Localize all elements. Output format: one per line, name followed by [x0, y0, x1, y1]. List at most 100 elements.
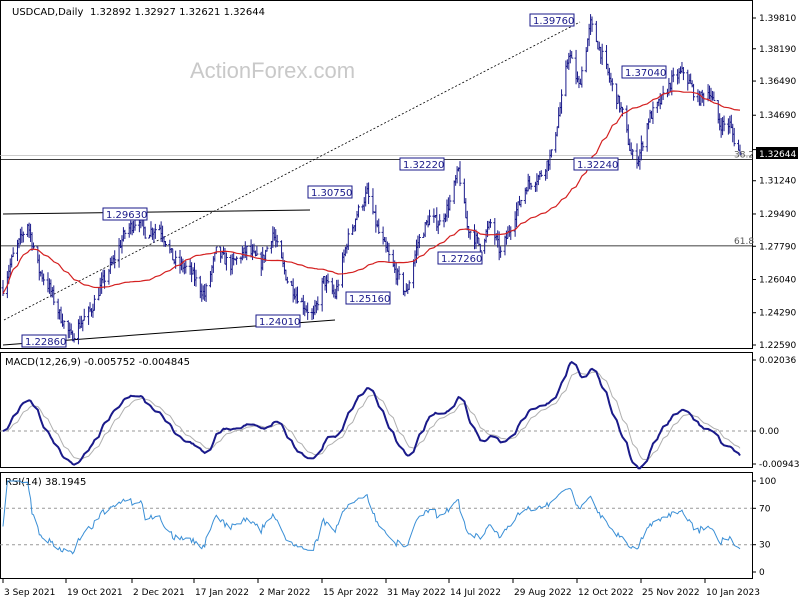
price-bar	[387, 242, 391, 262]
price-bar	[681, 66, 685, 81]
price-tick-label: 1.26040	[759, 275, 796, 285]
macd-pane-frame	[0, 352, 753, 468]
rsi-pane-frame	[0, 472, 753, 579]
price-annotation: 1.25160	[345, 291, 391, 305]
price-bar	[113, 250, 117, 269]
time-tick-label: 17 Jan 2022	[195, 588, 249, 598]
current-price-marker: 1.32644	[756, 147, 798, 160]
price-bar	[235, 256, 239, 265]
time-tick-label: 31 May 2022	[387, 588, 446, 598]
time-tick-label: 14 Jul 2022	[450, 588, 501, 598]
price-bar	[143, 226, 147, 239]
fib-level-label: 61.8	[734, 237, 754, 247]
price-bar	[184, 260, 188, 274]
price-bar	[224, 252, 228, 271]
price-bar	[732, 127, 736, 147]
annotation-label: 1.37040	[625, 68, 666, 79]
price-bar	[570, 51, 574, 59]
price-pane-reference-lines: 38.2 61.8	[0, 150, 754, 247]
price-axis: 1.39810 1.38190 1.36490 1.34690 1.31240 1.294…	[752, 14, 796, 351]
price-tick-label: 1.31240	[759, 177, 796, 187]
annotation-label: 1.39760	[533, 16, 574, 27]
price-bar	[377, 218, 381, 234]
price-bar	[438, 214, 442, 226]
price-tick-label: 1.27790	[759, 242, 796, 252]
price-bar	[374, 204, 378, 233]
price-bar	[336, 279, 340, 292]
price-bar	[92, 294, 96, 311]
time-tick-label: 12 Oct 2022	[578, 588, 634, 598]
annotation-label: 1.22860	[25, 337, 66, 348]
price-bar	[458, 161, 462, 187]
time-tick-label: 2 Mar 2022	[259, 588, 310, 598]
price-bar	[499, 246, 503, 258]
price-bar	[631, 148, 635, 160]
price-bar	[367, 182, 371, 205]
macd-main-line	[2, 360, 741, 470]
macd-tick-label: 0.02036	[759, 356, 796, 366]
price-bar	[549, 149, 553, 158]
price-bars	[1, 14, 742, 345]
time-tick-label: 2 Dec 2021	[133, 588, 185, 598]
chart-header-symbol: USDCAD,Daily	[12, 7, 83, 18]
price-bar	[153, 223, 157, 239]
price-bar	[346, 228, 350, 250]
ma-line	[2, 90, 741, 294]
rsi-main-line	[2, 480, 741, 555]
price-bar	[641, 141, 645, 152]
price-bar	[529, 182, 533, 190]
price-bar	[519, 199, 523, 208]
price-bar	[610, 78, 614, 92]
price-bar	[31, 242, 35, 249]
price-annotations: 1.39760 1.37040 1.32220 1.32240 1.30750 1.296…	[21, 13, 667, 348]
price-tick-label: 1.39810	[759, 14, 796, 24]
price-bar	[722, 115, 726, 132]
price-annotation: 1.30750	[307, 185, 353, 199]
price-bar	[306, 302, 310, 320]
price-bar	[356, 204, 360, 218]
price-annotation: 1.24010	[255, 314, 301, 328]
price-annotation: 1.29630	[102, 207, 148, 221]
price-tick-label: 1.22590	[759, 341, 796, 351]
rsi-tick-label: 100	[759, 477, 776, 487]
annotation-label: 1.32240	[577, 160, 618, 171]
price-bar	[560, 89, 564, 114]
price-bar	[590, 16, 594, 32]
price-bar	[265, 246, 269, 252]
price-bar	[539, 170, 543, 178]
macd-signal-line	[2, 371, 741, 461]
macd-axis: 0.02036 0.00 -0.009438	[752, 356, 800, 470]
price-bar	[371, 188, 375, 215]
annotation-label: 1.25160	[349, 294, 390, 305]
price-bar	[417, 234, 421, 249]
price-bar	[448, 194, 452, 211]
price-bar	[326, 273, 330, 284]
rsi-tick-label: 70	[759, 504, 771, 514]
annotation-label: 1.29630	[106, 210, 147, 221]
price-bar	[255, 245, 259, 256]
price-bar	[82, 308, 86, 321]
price-annotation: 1.39760	[529, 13, 575, 27]
chart-header-ohlc: 1.32892 1.32927 1.32621 1.32644	[90, 7, 265, 18]
price-tick-label: 1.38190	[759, 45, 796, 55]
macd-lines	[2, 360, 741, 470]
macd-tick-label: -0.009438	[759, 460, 800, 470]
macd-tick-label: 0.00	[759, 427, 779, 437]
price-bar	[42, 273, 46, 286]
price-bar	[214, 246, 218, 255]
price-bar	[204, 283, 208, 302]
rsi-reference-lines	[0, 507, 752, 546]
price-bar	[594, 20, 598, 43]
price-bar	[11, 247, 15, 258]
upper-channel-line	[2, 209, 311, 215]
price-bar	[651, 101, 655, 124]
rsi-tick-label: 0	[759, 568, 765, 578]
price-bar	[712, 91, 716, 102]
annotation-label: 1.24010	[259, 317, 300, 328]
price-annotation: 1.32240	[573, 157, 619, 171]
price-annotation: 1.27260	[437, 251, 483, 265]
price-bar	[428, 209, 432, 226]
price-bar	[1, 279, 5, 297]
time-axis: 3 Sep 2021 19 Oct 2021 2 Dec 2021 17 Jan 20…	[2, 579, 760, 598]
fib-level-label: 38.2	[734, 150, 754, 160]
